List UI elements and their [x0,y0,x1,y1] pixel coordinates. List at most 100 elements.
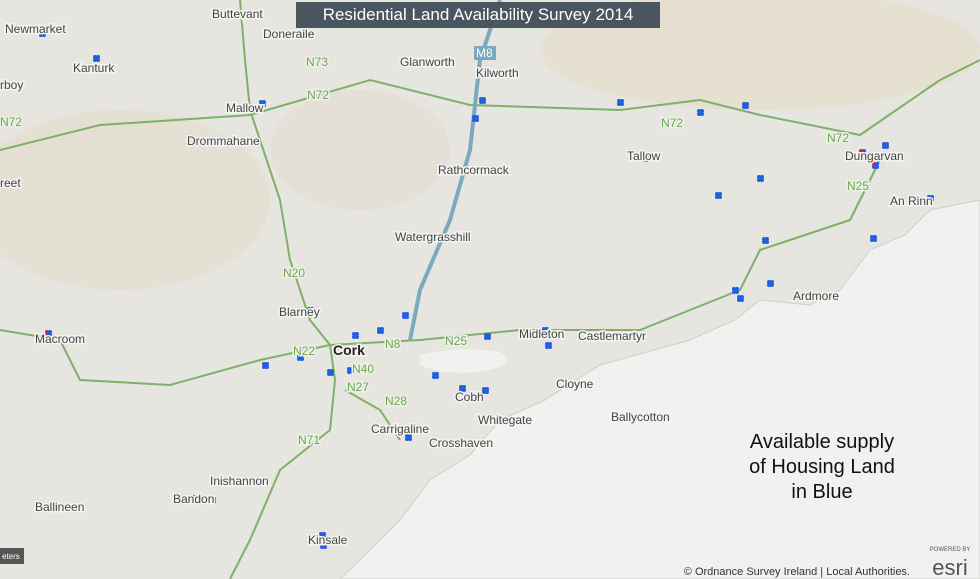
parcel [697,109,701,113]
parcel [760,175,764,179]
parcel [435,372,439,376]
parcel [327,372,331,376]
parcel [192,498,196,502]
parcel [93,58,97,62]
parcel [323,542,327,546]
sea [339,199,980,579]
parcel [412,427,416,431]
place-label: Tallow [627,149,661,163]
parcel [760,178,764,182]
parcel [96,58,100,62]
parcel [209,500,213,504]
parcel [737,295,741,299]
parcel [545,330,549,334]
road-label: N28 [385,394,407,408]
parcel [873,238,877,242]
parcel [740,295,744,299]
parcel [405,315,409,319]
parcel [435,375,439,379]
parcel [352,335,356,339]
parcel [409,427,413,431]
parcel [405,312,409,316]
parcel [350,367,354,371]
parcel [545,327,549,331]
road-label: N72 [661,116,683,130]
parcel [482,390,486,394]
attribution: © Ordnance Survey Ireland | Local Author… [684,566,910,578]
road-label: N22 [293,344,315,358]
parcel [645,158,649,162]
parcel [472,115,476,119]
parcel [45,333,49,337]
place-label: Drommahane [187,134,260,148]
place-label: Macroom [35,332,85,346]
parcel [327,369,331,373]
parcel [402,315,406,319]
parcel [412,430,416,434]
parcel [697,112,701,116]
parcel [408,434,412,438]
parcel [485,390,489,394]
place-label: rboy [0,78,23,92]
parcel [715,192,719,196]
parcel [762,237,766,241]
parcel [307,307,311,311]
land-parcels [2,30,934,549]
parcel [767,280,771,284]
parcel [262,365,266,369]
place-label: Dungarvan [845,149,904,163]
parcel [212,500,216,504]
parcel [245,108,249,112]
parcel [297,354,301,358]
parcel [402,312,406,316]
place-label: Carrigaline [371,422,429,436]
place-label: Ballineen [35,500,84,514]
place-label: Bandon [173,492,214,506]
place-label: Glanworth [400,55,455,69]
parcel [862,149,866,153]
parcel [545,342,549,346]
parcel [475,115,479,119]
scale-label: eters [2,552,20,561]
parcel [870,238,874,242]
parcel [307,310,311,314]
parcel [700,109,704,113]
parcel [757,175,761,179]
parcel [262,100,266,104]
parcel [408,437,412,441]
annotation: in Blue [791,481,852,503]
parcel [479,100,483,104]
parcel [330,372,334,376]
parcel [718,192,722,196]
scale-bar [0,548,24,564]
parcel [310,310,314,314]
parcel [762,240,766,244]
parcel [757,178,761,182]
parcel [767,283,771,287]
parcel [765,240,769,244]
parcel [248,105,252,109]
parcel [259,100,263,104]
parcel [482,387,486,391]
parcel [718,195,722,199]
parcel [195,498,199,502]
parcel [300,357,304,361]
parcel [545,345,549,349]
parcel [485,387,489,391]
parcel [409,430,413,434]
parcel [350,370,354,374]
parcel [209,497,213,501]
parcel [310,307,314,311]
parcel [45,330,49,334]
parcel [859,149,863,153]
parcel [319,532,323,536]
labels: Buttevant Newmarket Doneraile Glanworth Kilw… [0,6,934,549]
parcel [487,333,491,337]
parcel [885,142,889,146]
parcel [930,198,934,202]
road-label: N27 [347,380,369,394]
parcel [482,97,486,101]
parcel [745,105,749,109]
parcel [48,333,52,337]
